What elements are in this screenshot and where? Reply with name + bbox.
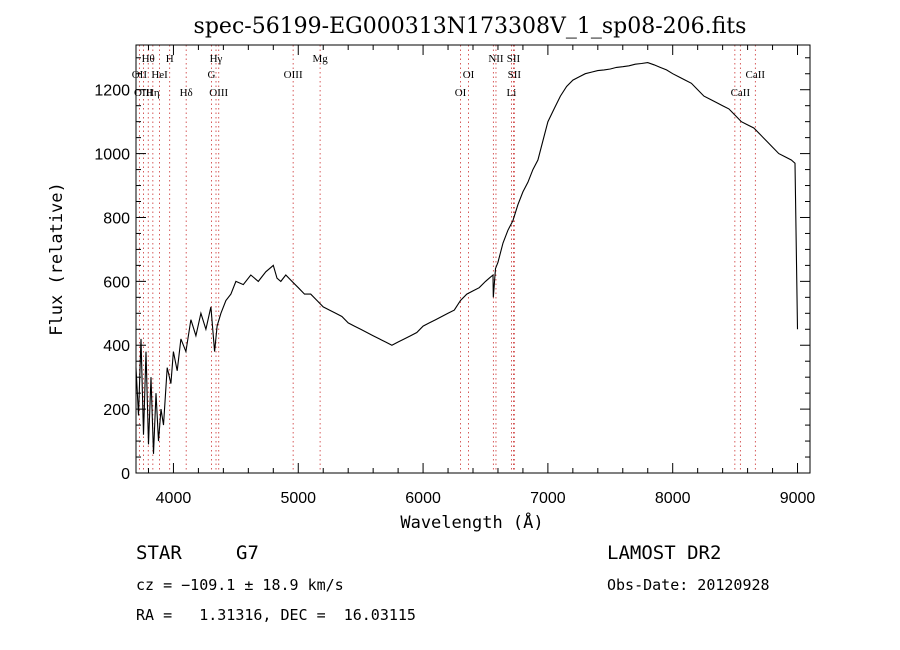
spectral-line-label: Hθ bbox=[142, 53, 155, 65]
plot-frame bbox=[135, 44, 811, 474]
spectral-line-label: G bbox=[208, 69, 216, 81]
x-tick-label: 9000 bbox=[780, 490, 816, 507]
spectral-line-markers bbox=[138, 45, 756, 473]
spectral-line-label: OI bbox=[463, 69, 475, 81]
x-tick-label: 5000 bbox=[280, 490, 316, 507]
x-axis-ticks: 4000 5000 6000 7000 8000 9000 bbox=[147, 45, 816, 507]
observation-date: Obs-Date: 20120928 bbox=[607, 576, 770, 594]
spectral-line-label: OII bbox=[132, 69, 148, 81]
x-tick-label: 8000 bbox=[655, 490, 691, 507]
object-subclass: G7 bbox=[236, 542, 259, 564]
spectral-line-label: SII bbox=[508, 69, 522, 81]
spectral-line-label: Hγ bbox=[210, 53, 223, 65]
spectral-line-label: Hη bbox=[146, 87, 160, 99]
spectral-line-label: CaII bbox=[746, 69, 766, 81]
spectral-line-label: Hδ bbox=[180, 87, 193, 99]
y-axis-label: Flux (relative) bbox=[47, 182, 67, 336]
y-tick-label: 600 bbox=[103, 274, 130, 291]
redshift-velocity: cz = −109.1 ± 18.9 km/s bbox=[136, 576, 344, 594]
spectral-line-label: NII bbox=[488, 53, 504, 65]
spectral-line-label: SII bbox=[507, 53, 521, 65]
x-tick-label: 4000 bbox=[156, 490, 192, 507]
spectral-line-label: H bbox=[166, 53, 174, 65]
spectral-line-label: HeI bbox=[151, 69, 168, 81]
spectral-line-label: OI bbox=[455, 87, 467, 99]
spectral-line-label: OIII bbox=[284, 69, 303, 81]
spectral-line-label: OIII bbox=[209, 87, 228, 99]
y-tick-label: 1000 bbox=[94, 147, 130, 164]
coordinates: RA = 1.31316, DEC = 16.03115 bbox=[136, 606, 416, 624]
y-tick-label: 1200 bbox=[94, 83, 130, 100]
y-tick-label: 0 bbox=[121, 466, 130, 483]
spectrum-series-line bbox=[135, 62, 799, 454]
chart-title: spec-56199-EG000313N173308V_1_sp08-206.f… bbox=[194, 14, 747, 39]
y-tick-label: 800 bbox=[103, 210, 130, 227]
y-tick-label: 400 bbox=[103, 338, 130, 355]
object-class: STAR bbox=[136, 542, 182, 564]
y-axis-ticks: 0 200 400 600 800 1000 1200 bbox=[94, 57, 810, 483]
spectral-line-label: Mg bbox=[312, 53, 328, 65]
x-axis-label: Wavelength (Å) bbox=[400, 511, 543, 533]
spectral-line-label: Li bbox=[507, 87, 517, 99]
x-tick-label: 6000 bbox=[405, 490, 441, 507]
x-tick-label: 7000 bbox=[530, 490, 566, 507]
survey-name: LAMOST DR2 bbox=[607, 542, 722, 564]
spectral-line-label: CaII bbox=[731, 87, 751, 99]
y-tick-label: 200 bbox=[103, 402, 130, 419]
